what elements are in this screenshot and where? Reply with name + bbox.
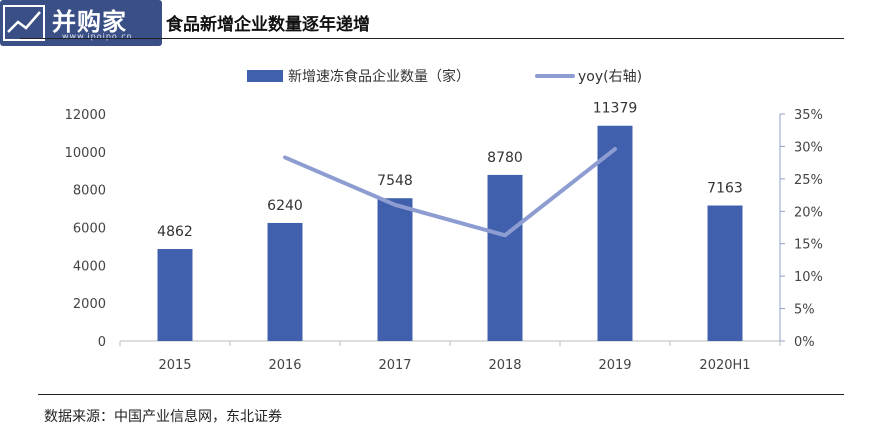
y-right-tick-label: 30% [794, 140, 823, 155]
top-divider [20, 38, 844, 39]
x-tick-label: 2019 [598, 358, 631, 373]
y-left-tick-label: 6000 [73, 222, 106, 237]
y-right-tick-label: 10% [794, 270, 823, 285]
y-right-tick-label: 20% [794, 205, 823, 220]
y-left-tick-label: 8000 [73, 184, 106, 199]
yoy-line [283, 147, 617, 238]
bar-value-label: 7548 [377, 173, 413, 189]
legend-bar-swatch [247, 70, 283, 82]
y-right-tick-label: 15% [794, 238, 823, 253]
bar-series [157, 125, 743, 341]
x-tick-label: 2015 [158, 358, 191, 373]
bar [707, 205, 743, 341]
bar [157, 249, 193, 341]
bar-value-label: 11379 [593, 101, 638, 117]
bar [597, 125, 633, 341]
y-right-tick-label: 35% [794, 108, 823, 123]
x-tick-label: 2017 [378, 358, 411, 373]
legend-line-label: yoy(右轴) [578, 69, 642, 85]
axes: 0 2000 4000 6000 8000 10000 12000 0% 5% 10% 15% 20%… [65, 108, 823, 373]
y-left-tick-label: 4000 [73, 259, 106, 274]
source-note: 数据来源：中国产业信息网，东北证券 [44, 409, 282, 425]
bar-value-label: 6240 [267, 198, 303, 214]
y-left-tick-label: 2000 [73, 297, 106, 312]
x-tick-label: 2018 [488, 358, 521, 373]
legend-bar-label: 新增速冻食品企业数量（家） [288, 68, 470, 85]
bar-value-label: 7163 [707, 180, 743, 196]
y-right-tick-label: 5% [794, 303, 815, 318]
x-tick-label: 2016 [268, 358, 301, 373]
logo-text: 并购家 [52, 8, 127, 36]
bar [267, 222, 303, 341]
chart-title: 食品新增企业数量逐年递增 [166, 15, 370, 35]
y-right-tick-label: 25% [794, 173, 823, 188]
y-left-tick-label: 0 [98, 335, 106, 350]
bottom-divider [38, 394, 844, 395]
bar-value-label: 4862 [157, 224, 193, 240]
bar [487, 174, 523, 341]
y-right-tick-label: 0% [794, 335, 815, 350]
y-left-tick-label: 12000 [65, 108, 106, 123]
chart-logo-icon [3, 5, 45, 41]
bar [377, 198, 413, 341]
logo-url: www.ipoipo.cn [62, 32, 133, 41]
bar-value-label: 8780 [487, 150, 523, 166]
x-tick-label: 2020H1 [699, 358, 750, 373]
y-left-tick-label: 10000 [65, 146, 106, 161]
data-labels: 4862 6240 7548 8780 11379 7163 [157, 101, 743, 240]
legend: 新增速冻食品企业数量（家） yoy(右轴) [247, 68, 642, 85]
line-series [283, 147, 617, 238]
